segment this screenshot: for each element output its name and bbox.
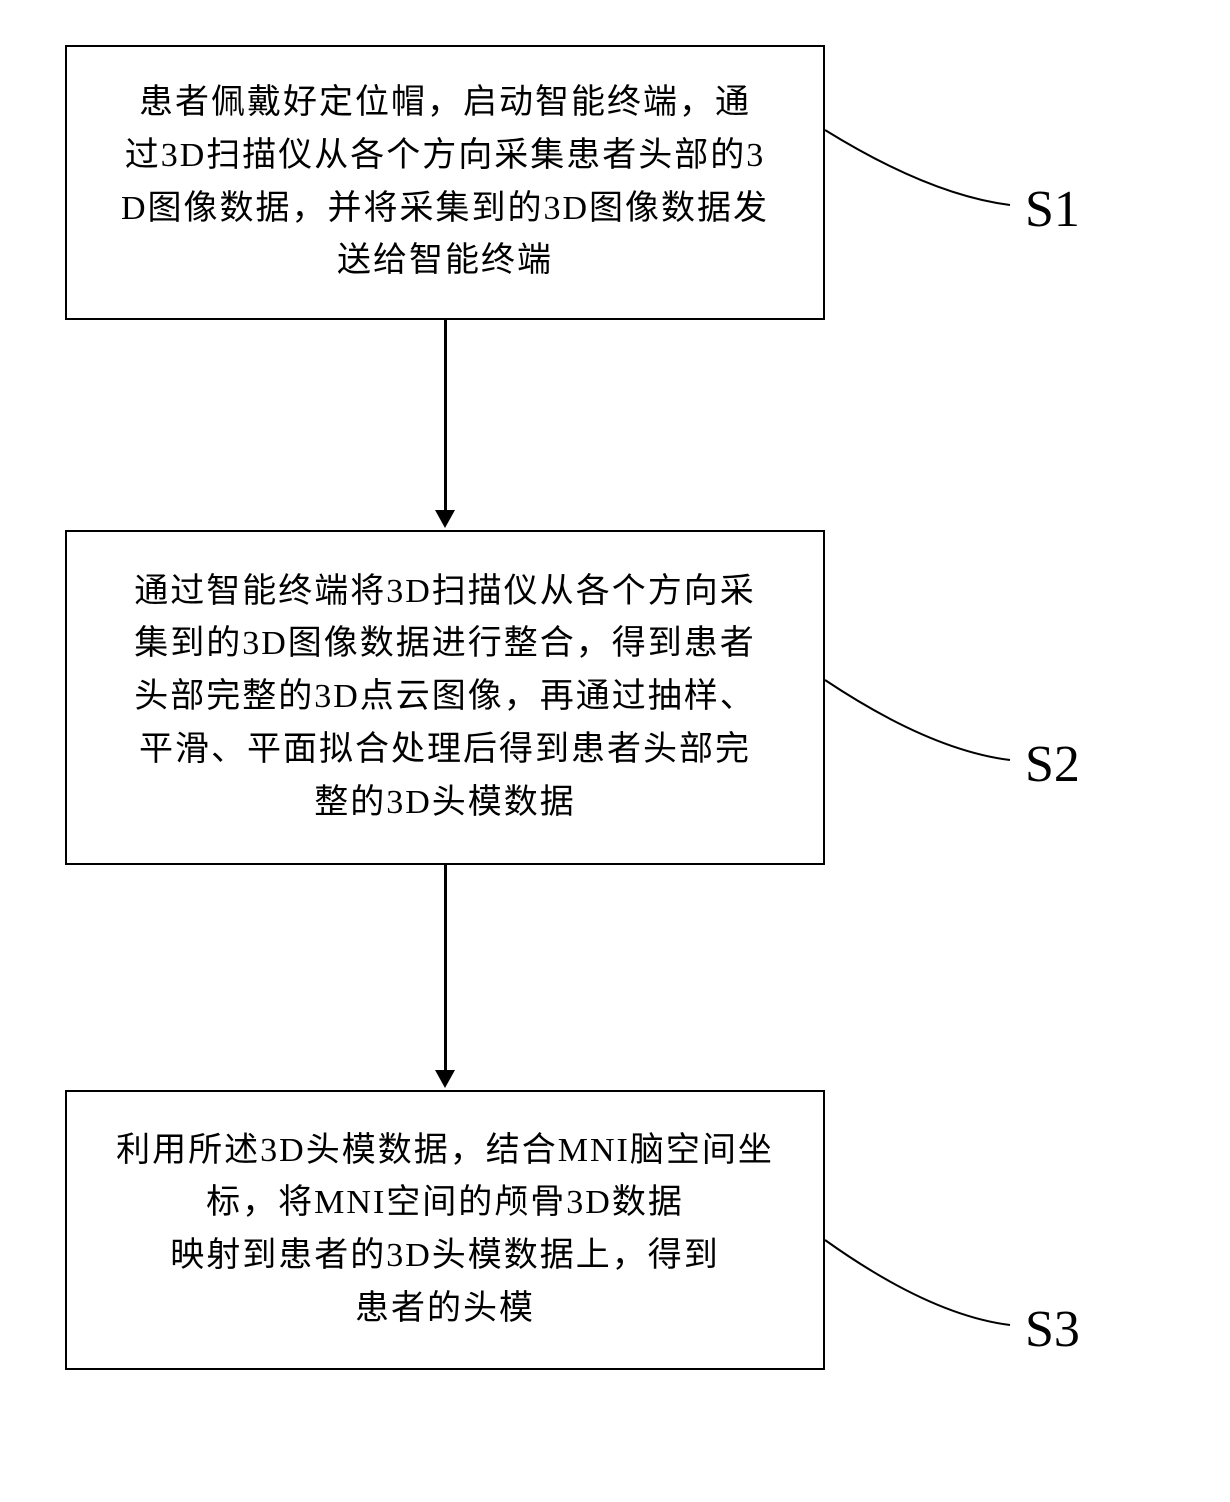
step-box-s3: 利用所述3D头模数据，结合MNI脑空间坐 标，将MNI空间的颅骨3D数据 映射到… <box>65 1090 825 1370</box>
step-label-s3: S3 <box>1025 1300 1080 1359</box>
connector-s1 <box>825 130 1010 205</box>
step-box-s2: 通过智能终端将3D扫描仪从各个方向采 集到的3D图像数据进行整合，得到患者 头部… <box>65 530 825 865</box>
arrow-s2-s3-line <box>444 865 447 1072</box>
connector-s2 <box>825 680 1010 760</box>
step-text-s1: 患者佩戴好定位帽，启动智能终端，通 过3D扫描仪从各个方向采集患者头部的3 D图… <box>121 77 769 288</box>
step-box-s1: 患者佩戴好定位帽，启动智能终端，通 过3D扫描仪从各个方向采集患者头部的3 D图… <box>65 45 825 320</box>
connector-s3 <box>825 1240 1010 1325</box>
arrow-s2-s3-head <box>435 1070 455 1088</box>
flowchart-canvas: 患者佩戴好定位帽，启动智能终端，通 过3D扫描仪从各个方向采集患者头部的3 D图… <box>0 0 1230 1502</box>
step-text-s2: 通过智能终端将3D扫描仪从各个方向采 集到的3D图像数据进行整合，得到患者 头部… <box>134 566 756 829</box>
step-label-s2: S2 <box>1025 735 1080 794</box>
step-text-s3: 利用所述3D头模数据，结合MNI脑空间坐 标，将MNI空间的颅骨3D数据 映射到… <box>116 1125 774 1336</box>
arrow-s1-s2-head <box>435 510 455 528</box>
arrow-s1-s2-line <box>444 320 447 512</box>
step-label-s1: S1 <box>1025 180 1080 239</box>
